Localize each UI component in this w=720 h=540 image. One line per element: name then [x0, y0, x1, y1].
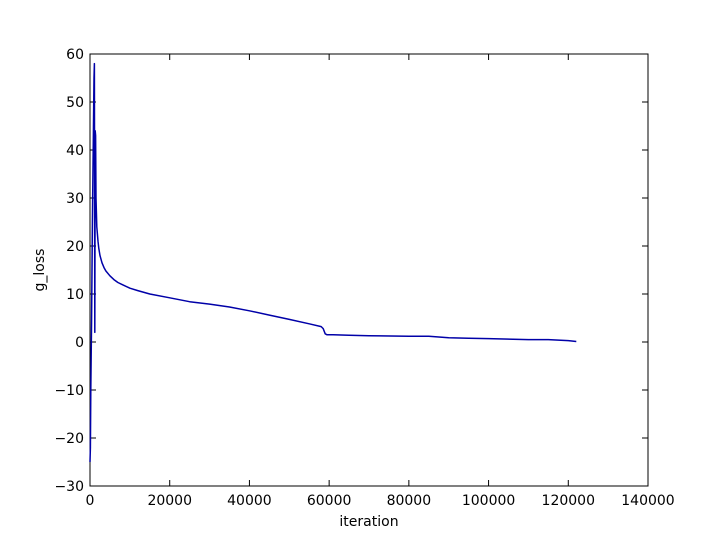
y-tick-label: 40	[66, 143, 84, 159]
x-tick-label: 100000	[462, 493, 515, 509]
y-tick-label: −10	[54, 383, 84, 399]
y-tick-label: 0	[75, 335, 84, 351]
g-loss-line	[89, 62, 577, 463]
y-tick-label: −30	[54, 479, 84, 495]
x-tick-label: 40000	[227, 493, 272, 509]
x-axis: 0 20000 40000 60000 80000 100000 120000 140000	[86, 54, 675, 509]
y-tick-label: 20	[66, 239, 84, 255]
x-tick-label: 80000	[387, 493, 432, 509]
y-axis: −30 −20 −10 0 10 20 30 40 50 60	[54, 47, 648, 495]
y-tick-label: 10	[66, 287, 84, 303]
x-axis-label: iteration	[339, 514, 398, 530]
x-tick-label: 60000	[307, 493, 352, 509]
y-tick-label: 50	[66, 95, 84, 111]
y-tick-label: 60	[66, 47, 84, 63]
x-tick-label: 140000	[621, 493, 674, 509]
y-tick-label: −20	[54, 431, 84, 447]
y-axis-label: g_loss	[32, 249, 48, 292]
x-tick-label: 0	[86, 493, 95, 509]
x-tick-label: 20000	[147, 493, 192, 509]
plot-area	[89, 53, 649, 487]
x-tick-label: 120000	[542, 493, 595, 509]
y-tick-label: 30	[66, 191, 84, 207]
